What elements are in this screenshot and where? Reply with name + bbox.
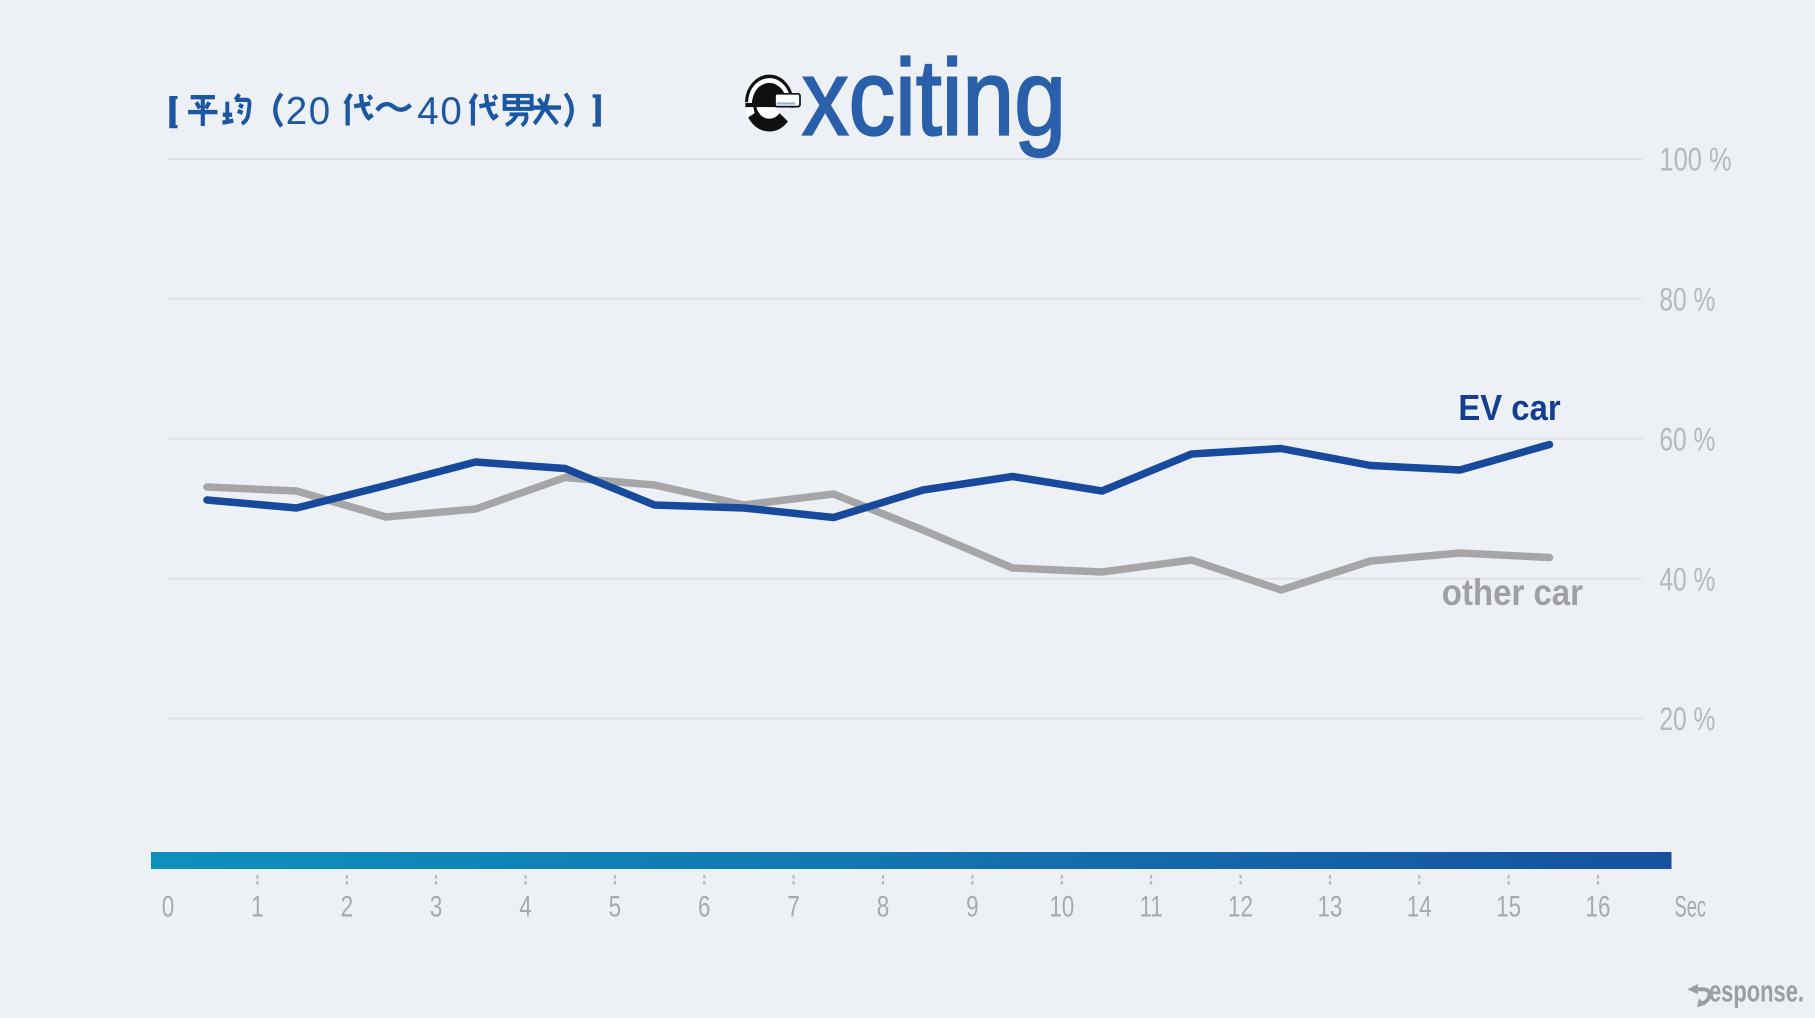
svg-text:20: 20 xyxy=(286,90,332,133)
svg-text:40: 40 xyxy=(417,90,463,133)
svg-text:1: 1 xyxy=(251,889,263,923)
svg-text:other car: other car xyxy=(1442,572,1583,613)
svg-text:60 %: 60 % xyxy=(1659,422,1715,458)
svg-text:16: 16 xyxy=(1586,889,1611,923)
svg-text:4: 4 xyxy=(519,889,531,923)
svg-text:100 %: 100 % xyxy=(1659,143,1731,179)
svg-text:9: 9 xyxy=(966,889,978,923)
svg-text:0: 0 xyxy=(162,889,174,923)
svg-text:esponse.: esponse. xyxy=(1709,974,1804,1009)
svg-text:3: 3 xyxy=(430,889,442,923)
svg-text:13: 13 xyxy=(1317,889,1342,923)
svg-text:Sec: Sec xyxy=(1675,891,1707,923)
svg-text:EV car: EV car xyxy=(1458,388,1560,428)
svg-text:10: 10 xyxy=(1049,889,1074,923)
svg-text:20 %: 20 % xyxy=(1659,702,1715,738)
svg-text:5: 5 xyxy=(609,889,621,923)
svg-text:11: 11 xyxy=(1139,889,1162,923)
svg-text:8: 8 xyxy=(877,889,889,923)
svg-text:80 %: 80 % xyxy=(1659,282,1715,318)
svg-text:15: 15 xyxy=(1496,889,1521,923)
svg-text:6: 6 xyxy=(698,889,710,923)
svg-text:7: 7 xyxy=(787,889,799,923)
svg-text:14: 14 xyxy=(1407,889,1432,923)
svg-text:2: 2 xyxy=(341,889,353,923)
svg-text:xciting: xciting xyxy=(802,37,1066,158)
svg-text:40 %: 40 % xyxy=(1659,562,1715,598)
svg-text:12: 12 xyxy=(1228,889,1253,923)
